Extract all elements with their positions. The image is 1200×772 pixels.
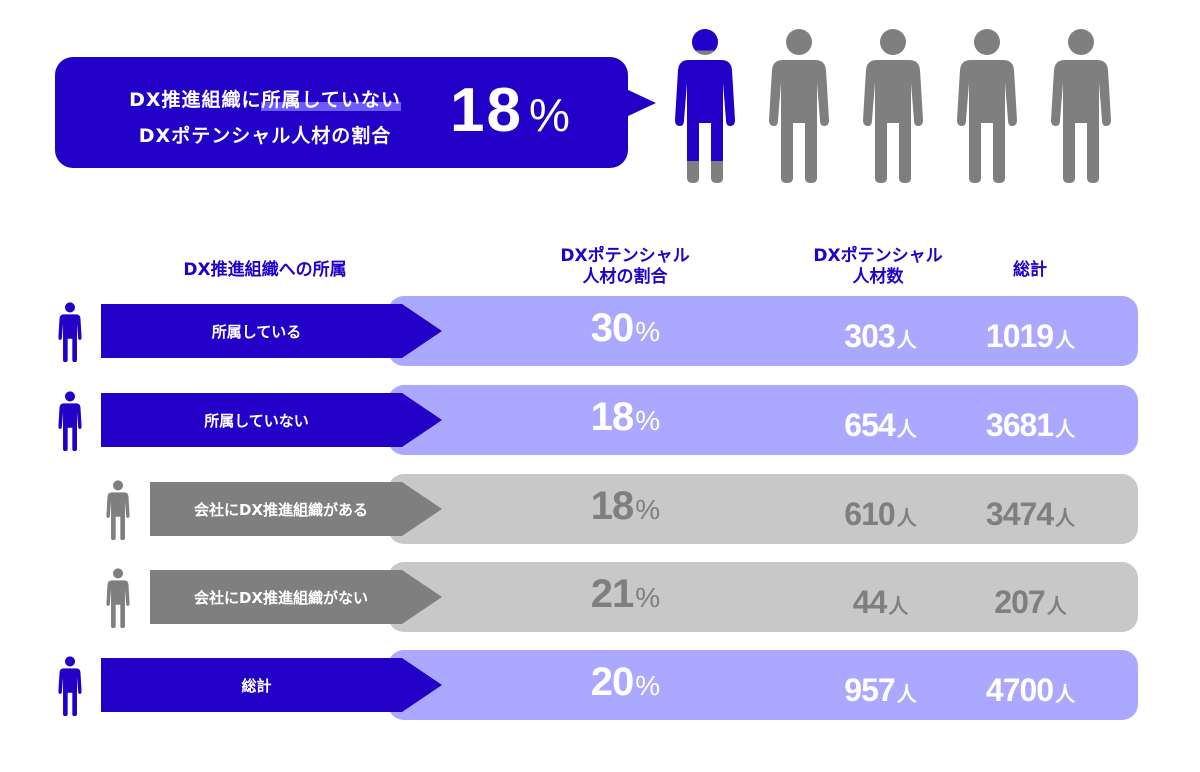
table-row: 所属している 30% 303 人 1019 人 <box>0 296 1200 366</box>
row-total: 3681 人 <box>960 407 1100 444</box>
count-value: 654 <box>844 407 895 443</box>
count-value: 610 <box>844 496 895 532</box>
table-row: 総計 20% 957 人 4700 人 <box>0 650 1200 720</box>
callout-bubble: DX推進組織に所属していない DXポテンシャル人材の割合 18% <box>55 57 656 168</box>
total-value: 3474 <box>985 496 1054 532</box>
row-panel <box>388 562 1138 632</box>
row-label-arrow: 所属していない <box>101 393 442 447</box>
total-unit: 人 <box>1055 684 1075 706</box>
person-icon <box>54 302 86 362</box>
header-count-line2: 人材数 <box>852 267 904 287</box>
total-unit: 人 <box>1055 419 1075 441</box>
count-unit: 人 <box>896 419 917 441</box>
row-ratio: 18% <box>545 395 705 440</box>
person-icon <box>1051 28 1111 183</box>
callout-number: 18 <box>450 76 523 145</box>
table-row: 会社にDX推進組織がある 18% 610 人 3474 人 <box>0 474 1200 544</box>
row-label: 会社にDX推進組織がない <box>193 588 369 607</box>
count-unit: 人 <box>896 508 917 530</box>
person-icon <box>957 28 1017 183</box>
row-label: 総計 <box>241 676 272 695</box>
row-count: 610 人 <box>810 496 950 533</box>
row-panel <box>388 650 1138 720</box>
row-ratio: 30% <box>545 306 705 351</box>
ratio-unit: % <box>635 494 660 525</box>
callout-highlight: 所属していない <box>261 89 401 111</box>
total-unit: 人 <box>1055 508 1075 530</box>
callout-tail <box>626 89 656 117</box>
row-panel <box>388 474 1138 544</box>
header-ratio-line2: 人材の割合 <box>582 267 668 287</box>
people-illustration <box>675 28 1111 183</box>
callout-value: 18% <box>450 75 572 146</box>
row-total: 1019 人 <box>960 318 1100 355</box>
total-unit: 人 <box>1046 596 1067 618</box>
ratio-value: 18 <box>590 395 634 439</box>
header-count-line1: DXポテンシャル <box>813 246 943 266</box>
person-icon <box>54 391 86 451</box>
total-value: 207 <box>994 584 1045 620</box>
callout-text: DX推進組織に <box>129 89 262 111</box>
row-label-arrow: 総計 <box>101 658 442 712</box>
person-icon <box>769 28 829 183</box>
callout-line-1: DX推進組織に所属していない <box>55 85 475 112</box>
person-icon <box>863 28 923 183</box>
callout-unit: % <box>528 89 572 141</box>
count-unit: 人 <box>896 330 917 352</box>
person-icon <box>102 480 134 540</box>
row-label: 所属している <box>211 322 302 341</box>
row-label: 会社にDX推進組織がある <box>193 500 369 519</box>
row-count: 957 人 <box>810 672 950 709</box>
ratio-unit: % <box>635 316 660 347</box>
row-ratio: 18% <box>545 484 705 529</box>
person-icon-partial <box>675 28 735 183</box>
table-row: 会社にDX推進組織がない 21% 44 人 207 人 <box>0 562 1200 632</box>
table-row: 所属していない 18% 654 人 3681 人 <box>0 385 1200 455</box>
person-icon <box>102 568 134 628</box>
total-value: 4700 <box>985 672 1054 708</box>
count-value: 303 <box>844 318 895 354</box>
ratio-value: 30 <box>590 306 634 350</box>
row-label: 所属していない <box>204 411 309 430</box>
person-icon <box>54 656 86 716</box>
row-total: 207 人 <box>960 584 1100 621</box>
row-label-arrow: 所属している <box>101 304 442 358</box>
header-ratio-line1: DXポテンシャル <box>560 246 690 266</box>
count-value: 957 <box>844 672 895 708</box>
callout-line-2: DXポテンシャル人材の割合 <box>138 125 392 147</box>
row-count: 44 人 <box>810 584 950 621</box>
total-unit: 人 <box>1055 330 1075 352</box>
header-count: DXポテンシャル 人材数 <box>778 246 978 288</box>
count-unit: 人 <box>896 684 917 706</box>
row-count: 303 人 <box>810 318 950 355</box>
total-value: 3681 <box>985 407 1054 443</box>
ratio-unit: % <box>635 405 660 436</box>
header-total: 総計 <box>1013 260 1047 280</box>
row-total: 4700 人 <box>960 672 1100 709</box>
ratio-unit: % <box>635 670 660 701</box>
row-label-arrow: 会社にDX推進組織がある <box>150 482 442 536</box>
ratio-value: 20 <box>590 660 634 704</box>
total-value: 1019 <box>985 318 1054 354</box>
ratio-value: 18 <box>590 484 634 528</box>
row-panel <box>388 385 1138 455</box>
ratio-value: 21 <box>590 572 634 616</box>
count-value: 44 <box>852 584 888 620</box>
row-ratio: 20% <box>545 660 705 705</box>
row-total: 3474 人 <box>960 496 1100 533</box>
row-ratio: 21% <box>545 572 705 617</box>
ratio-unit: % <box>635 582 660 613</box>
row-count: 654 人 <box>810 407 950 444</box>
row-panel <box>388 296 1138 366</box>
count-unit: 人 <box>888 596 908 618</box>
row-label-arrow: 会社にDX推進組織がない <box>150 570 442 624</box>
header-ratio: DXポテンシャル 人材の割合 <box>525 246 725 288</box>
header-affiliation: DX推進組織への所属 <box>183 260 347 280</box>
